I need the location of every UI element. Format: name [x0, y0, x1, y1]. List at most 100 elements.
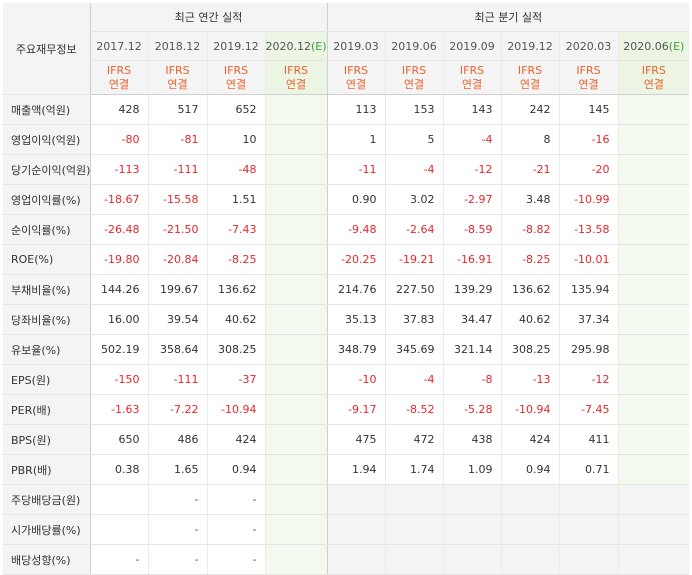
- table-row: 주당배당금(원) - -: [3, 484, 690, 515]
- value-cell: 358.64: [147, 334, 207, 365]
- value-cell: 1.09: [442, 454, 502, 485]
- value-cell: -7.45: [558, 394, 619, 425]
- period-header-estimate: 2020.06(E): [617, 31, 690, 61]
- table-row: 당좌비율(%) 16.00 39.54 40.62 35.13 37.83 34.47 40.…: [3, 304, 690, 335]
- value-cell: -21.50: [147, 214, 207, 245]
- accounting-basis-header: IFRS 연결: [326, 60, 386, 95]
- empty-cell: [617, 514, 690, 545]
- row-label-header: 주요재무정보: [3, 3, 90, 95]
- value-cell: 650: [89, 424, 148, 455]
- value-cell: -81: [147, 124, 207, 155]
- table-row: 매출액(억원) 428 517 652 113 153 143 242 145: [3, 94, 690, 125]
- value-cell: -20.25: [326, 244, 386, 275]
- row-label: 매출액(억원): [3, 94, 90, 125]
- ifrs-label: IFRS: [517, 63, 543, 77]
- consolidated-label: 연결: [461, 77, 483, 91]
- empty-cell: [442, 514, 502, 545]
- accounting-basis-header: IFRS 연결: [89, 60, 148, 95]
- row-label: PER(배): [3, 394, 90, 425]
- empty-cell: [558, 514, 619, 545]
- value-cell: -18.67: [89, 184, 148, 215]
- value-cell: 652: [206, 94, 265, 125]
- value-cell: 5: [384, 124, 444, 155]
- annual-results-header: 최근 연간 실적: [89, 3, 328, 32]
- value-cell: 517: [147, 94, 207, 125]
- value-cell: 0.90: [326, 184, 386, 215]
- period-header: 2019.09: [442, 31, 502, 61]
- period-header: 2019.12: [500, 31, 560, 61]
- value-cell: -13.58: [558, 214, 619, 245]
- period-header: 2018.12: [147, 31, 207, 61]
- row-label: 순이익률(%): [3, 214, 90, 245]
- period-header: 2019.12: [206, 31, 265, 61]
- accounting-basis-header: IFRS 연결: [264, 60, 328, 95]
- ifrs-label: IFRS: [106, 63, 132, 77]
- value-cell: -: [147, 514, 207, 545]
- table-row: 영업이익(억원) -80 -81 10 1 5 -4 8 -16: [3, 124, 690, 155]
- value-cell: 438: [442, 424, 502, 455]
- value-cell: -10.94: [500, 394, 560, 425]
- value-cell: 143: [442, 94, 502, 125]
- value-cell: 34.47: [442, 304, 502, 335]
- value-cell: 345.69: [384, 334, 444, 365]
- empty-cell: [384, 514, 444, 545]
- value-cell: -111: [147, 364, 207, 395]
- estimate-mark: (E): [311, 39, 327, 53]
- accounting-basis-header: IFRS 연결: [617, 60, 690, 95]
- ifrs-label: IFRS: [641, 63, 666, 77]
- value-cell: 1: [326, 124, 386, 155]
- value-cell: -11: [326, 154, 386, 185]
- table-row: 유보율(%) 502.19 358.64 308.25 348.79 345.69 321.…: [3, 334, 690, 365]
- table-row: ROE(%) -19.80 -20.84 -8.25 -20.25 -19.21 -16.9…: [3, 244, 690, 275]
- value-cell: -: [89, 544, 148, 575]
- consolidated-label: 연결: [167, 77, 188, 91]
- value-cell: 37.83: [384, 304, 444, 335]
- empty-cell: [500, 514, 560, 545]
- row-label: 유보율(%): [3, 334, 90, 365]
- value-cell: -8.25: [500, 244, 560, 275]
- value-cell: -21: [500, 154, 560, 185]
- consolidated-label: 연결: [108, 77, 130, 91]
- value-cell: 1.94: [326, 454, 386, 485]
- value-cell: [617, 454, 690, 485]
- row-label: EPS(원): [3, 364, 90, 395]
- value-cell: -10.94: [206, 394, 265, 425]
- value-cell: -7.43: [206, 214, 265, 245]
- value-cell: 40.62: [500, 304, 560, 335]
- value-cell: [264, 484, 328, 515]
- value-cell: [617, 124, 690, 155]
- value-cell: 242: [500, 94, 560, 125]
- value-cell: 502.19: [89, 334, 148, 365]
- period-header: 2019.03: [326, 31, 386, 61]
- value-cell: [617, 214, 690, 245]
- value-cell: -4: [384, 364, 444, 395]
- value-cell: -5.28: [442, 394, 502, 425]
- value-cell: 348.79: [326, 334, 386, 365]
- value-cell: 411: [558, 424, 619, 455]
- value-cell: [264, 94, 328, 125]
- empty-cell: [384, 484, 444, 515]
- row-label: 당좌비율(%): [3, 304, 90, 335]
- ifrs-label: IFRS: [343, 63, 369, 77]
- consolidated-label: 연결: [225, 77, 247, 91]
- consolidated-label: 연결: [519, 77, 541, 91]
- empty-cell: [442, 544, 502, 575]
- value-cell: [264, 454, 328, 485]
- accounting-basis-header: IFRS 연결: [500, 60, 560, 95]
- value-cell: -: [206, 484, 265, 515]
- value-cell: [617, 184, 690, 215]
- value-cell: 136.62: [206, 274, 265, 305]
- value-cell: 145: [558, 94, 619, 125]
- value-cell: 40.62: [206, 304, 265, 335]
- value-cell: 214.76: [326, 274, 386, 305]
- value-cell: [264, 154, 328, 185]
- value-cell: -12: [442, 154, 502, 185]
- estimate-mark: (E): [668, 39, 685, 53]
- value-cell: -10.01: [558, 244, 619, 275]
- period-header: 2020.03: [558, 31, 619, 61]
- value-cell: 0.71: [558, 454, 619, 485]
- value-cell: 321.14: [442, 334, 502, 365]
- accounting-basis-header: IFRS 연결: [384, 60, 444, 95]
- value-cell: [617, 154, 690, 185]
- value-cell: -26.48: [89, 214, 148, 245]
